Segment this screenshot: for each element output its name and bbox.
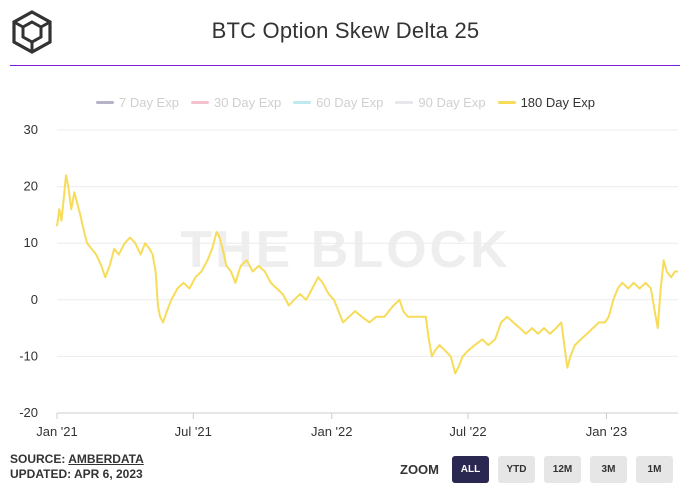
legend-swatch <box>190 100 209 104</box>
zoom-all-button[interactable]: ALL <box>452 455 489 483</box>
series-line-180-day-exp[interactable] <box>56 174 678 375</box>
legend-swatch <box>395 100 414 104</box>
page-title: BTC Option Skew Delta 25 <box>211 18 480 43</box>
y-tick-label: 0 <box>31 292 38 307</box>
y-tick-label: 20 <box>24 179 38 194</box>
source-info: SOURCE: AMBERDATA UPDATED: APR 6, 2023 <box>10 452 144 482</box>
legend-label: 7 Day Exp <box>118 94 179 110</box>
x-tick-label: Jan '22 <box>311 424 353 439</box>
legend-item-90-day-exp[interactable]: 90 Day Exp <box>395 94 486 110</box>
title-divider <box>10 65 680 66</box>
source-link[interactable]: AMBERDATA <box>68 452 144 466</box>
x-tick-label: Jul '21 <box>175 424 212 439</box>
y-tick-label: 10 <box>24 235 38 250</box>
x-tick-label: Jan '21 <box>36 424 78 439</box>
legend-item-60-day-exp[interactable]: 60 Day Exp <box>293 95 383 110</box>
zoom-12m-button[interactable]: 12M <box>544 455 581 483</box>
x-tick-label: Jan '23 <box>586 424 628 439</box>
source-label: SOURCE: <box>10 452 69 466</box>
y-tick-label: -10 <box>19 348 38 363</box>
legend-label: 180 Day Exp <box>520 94 596 110</box>
legend-swatch <box>497 100 516 104</box>
cube-logo-icon <box>12 10 52 54</box>
legend-swatch <box>293 100 312 104</box>
legend-item-180-day-exp[interactable]: 180 Day Exp <box>497 94 596 110</box>
line-chart: 30 20 10 0 -10 -20 Jan '21 Jul '21 Jan '22 Jul '2… <box>19 122 678 439</box>
y-tick-label: 30 <box>24 122 38 137</box>
legend-label: 90 Day Exp <box>418 94 486 110</box>
zoom-3m-button[interactable]: 3M <box>590 455 627 483</box>
updated-date: UPDATED: APR 6, 2023 <box>10 467 143 481</box>
header: BTC Option Skew Delta 25 <box>0 0 691 66</box>
legend-item-30-day-exp[interactable]: 30 Day Exp <box>190 94 282 110</box>
legend-label: 30 Day Exp <box>213 94 282 110</box>
legend-item-7-day-exp[interactable]: 7 Day Exp <box>95 94 179 110</box>
zoom-label: ZOOM <box>400 461 439 477</box>
chart-legend: 7 Day Exp 30 Day Exp 60 Day Exp 90 Day Exp 1… <box>0 92 691 112</box>
chart-area: 30 20 10 0 -10 -20 Jan '21 Jul '21 Jan '22 Jul '2… <box>0 115 691 445</box>
zoom-controls: ZOOM ALL YTD 12M 3M 1M <box>400 455 673 483</box>
y-tick-label: -20 <box>19 405 38 420</box>
zoom-ytd-button[interactable]: YTD <box>498 455 535 483</box>
x-tick-label: Jul '22 <box>449 424 486 439</box>
zoom-1m-button[interactable]: 1M <box>636 455 673 483</box>
legend-swatch <box>95 100 114 104</box>
legend-label: 60 Day Exp <box>316 94 384 110</box>
